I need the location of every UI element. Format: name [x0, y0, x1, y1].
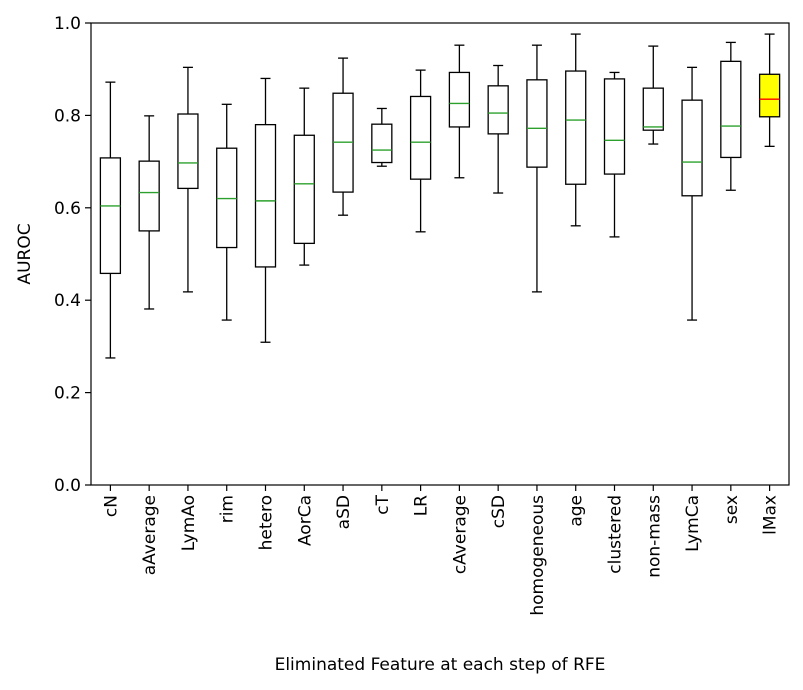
iqr-box: [293, 134, 315, 245]
box-LR: [409, 69, 432, 233]
box-LymCa: [681, 66, 703, 321]
box-aAverage: [138, 115, 160, 310]
iqr-box: [642, 87, 664, 131]
iqr-box: [603, 78, 626, 175]
x-tick-label: non-mass: [644, 495, 664, 578]
box-sex: [720, 41, 742, 191]
box-cN: [99, 81, 122, 359]
box-age: [565, 33, 587, 227]
y-tick-label: 0.8: [54, 106, 81, 126]
x-tick-label: AorCa: [295, 495, 315, 546]
box-cT: [371, 107, 393, 167]
axes-frame: [90, 22, 790, 486]
x-tick-label: clustered: [606, 495, 626, 574]
y-axis: 0.0 0.2 0.4 0.6 0.8 1.0: [54, 14, 91, 496]
box-hetero: [254, 77, 277, 343]
iqr-box: [487, 85, 509, 135]
box-non-mass: [642, 45, 664, 145]
iqr-box: [177, 113, 199, 190]
y-tick-label: 0.4: [54, 291, 81, 311]
iqr-box: [409, 95, 432, 180]
iqr-box: [526, 79, 548, 168]
box-cSD: [487, 64, 509, 194]
x-tick-label: cAverage: [450, 495, 470, 574]
x-tick-label: hetero: [257, 495, 277, 550]
x-tick-label: rim: [218, 495, 238, 523]
iqr-box: [371, 123, 393, 164]
x-tick-label: LR: [412, 495, 432, 516]
iqr-box: [448, 71, 471, 128]
iqr-box: [565, 70, 587, 185]
iqr-box: [681, 99, 703, 197]
x-tick-label: sex: [722, 495, 742, 524]
iqr-box: [138, 160, 160, 232]
box-LymAo: [177, 66, 199, 293]
iqr-box: [254, 123, 277, 268]
box-rim: [216, 103, 238, 321]
y-tick-label: 0.2: [54, 384, 81, 404]
x-tick-label: age: [567, 495, 587, 527]
x-axis: cN aAverage LymAo rim hetero AorCa aSD cT LR cAve…: [101, 485, 781, 616]
iqr-box: [720, 60, 742, 159]
x-tick-label: LymCa: [683, 495, 703, 552]
x-tick-label: lMax: [761, 495, 781, 535]
box-clustered: [603, 71, 626, 238]
box-cAverage: [448, 44, 471, 179]
x-tick-label: cSD: [489, 495, 509, 528]
x-tick-label: homogeneous: [528, 495, 548, 616]
box-aSD: [332, 57, 354, 216]
y-axis-label: AUROC: [15, 223, 35, 284]
x-tick-label: cT: [373, 494, 393, 514]
box-AorCa: [293, 87, 315, 266]
y-tick-label: 0.0: [54, 476, 81, 496]
boxes-group: [99, 33, 781, 359]
x-tick-label: LymAo: [179, 495, 199, 551]
iqr-box: [758, 73, 781, 118]
y-tick-label: 0.6: [54, 199, 81, 219]
x-tick-label: cN: [101, 495, 121, 517]
box-lMax: [758, 33, 781, 148]
x-tick-label: aSD: [334, 495, 354, 529]
x-tick-label: aAverage: [140, 495, 160, 575]
y-tick-label: 1.0: [54, 14, 81, 34]
box-homogeneous: [526, 44, 548, 293]
x-axis-label: Eliminated Feature at each step of RFE: [275, 655, 606, 675]
iqr-box: [99, 157, 122, 275]
